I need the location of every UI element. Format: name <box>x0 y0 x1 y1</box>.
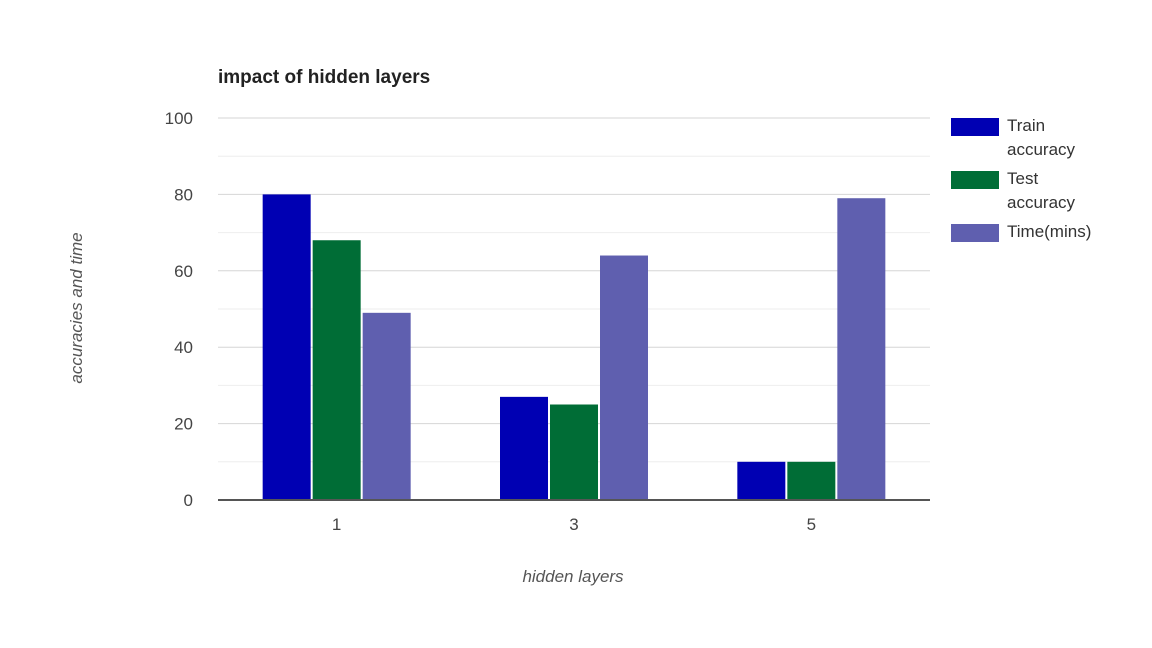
y-tick-label: 60 <box>174 262 193 281</box>
y-axis-ticks: 0 20 40 60 80 100 <box>165 109 193 510</box>
x-axis-label: hidden layers <box>522 567 624 586</box>
y-tick-label: 80 <box>174 185 193 204</box>
y-tick-label: 20 <box>174 415 193 434</box>
y-tick-label: 100 <box>165 109 193 128</box>
bar <box>737 461 786 500</box>
x-tick-label: 3 <box>569 515 578 534</box>
legend-label: Test accuracy <box>1007 169 1076 212</box>
chart-title: impact of hidden layers <box>218 67 430 88</box>
bar <box>600 255 648 500</box>
x-tick-label: 1 <box>332 515 341 534</box>
y-axis-label: accuracies and time <box>67 232 86 383</box>
bar <box>787 461 836 500</box>
y-tick-label: 0 <box>184 491 193 510</box>
bar <box>312 240 361 501</box>
bar <box>550 404 598 500</box>
y-tick-label: 40 <box>174 338 193 357</box>
bar <box>837 198 886 500</box>
bar <box>262 194 311 500</box>
bar <box>500 396 548 500</box>
legend-swatch <box>951 118 999 136</box>
legend-swatch <box>951 171 999 189</box>
legend-label: Train accuracy <box>1007 116 1076 159</box>
x-tick-label: 5 <box>807 515 816 534</box>
legend: Train accuracy Test accuracy Time(mins) <box>951 116 1091 242</box>
x-axis-ticks: 1 3 5 <box>332 515 816 534</box>
bar <box>362 312 411 500</box>
legend-swatch <box>951 224 999 242</box>
bars <box>262 194 886 501</box>
legend-label: Time(mins) <box>1007 222 1091 241</box>
